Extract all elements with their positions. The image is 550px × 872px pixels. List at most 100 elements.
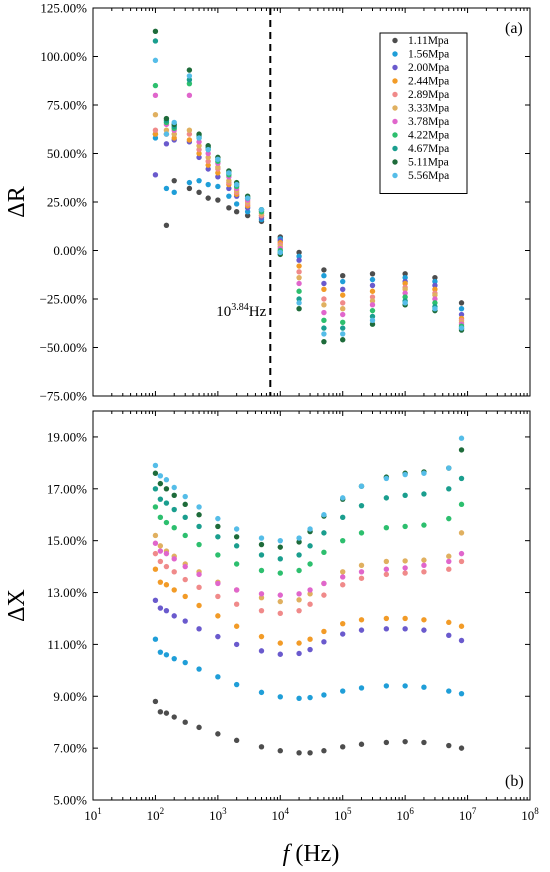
data-point <box>196 626 202 632</box>
legend-label: 5.11Mpa <box>408 157 449 169</box>
x-tick-base: 10 <box>396 808 409 823</box>
data-point <box>432 282 438 289</box>
data-point <box>152 135 159 141</box>
y-tick-label: 13.00% <box>47 585 87 600</box>
x-tick-exponent: 7 <box>472 806 477 816</box>
data-point <box>321 317 327 324</box>
data-point <box>186 92 193 99</box>
data-point <box>321 692 327 698</box>
data-point <box>432 306 438 312</box>
data-point <box>446 632 452 639</box>
legend-box <box>379 32 468 194</box>
data-point <box>196 143 202 149</box>
data-point <box>196 602 202 609</box>
data-point <box>215 523 221 530</box>
data-point <box>152 131 159 137</box>
data-point <box>182 719 188 725</box>
data-point <box>226 177 232 184</box>
data-point <box>152 566 159 572</box>
data-point <box>196 541 202 548</box>
data-point <box>446 688 452 694</box>
data-point <box>340 331 346 337</box>
data-point <box>458 306 465 312</box>
data-point <box>307 591 313 597</box>
data-point <box>458 501 465 508</box>
data-point <box>186 127 193 133</box>
data-point <box>321 309 327 316</box>
data-point <box>321 580 327 587</box>
x-tick-label: 108 <box>521 806 539 823</box>
data-point <box>402 523 408 530</box>
data-point <box>321 748 327 754</box>
data-point <box>258 552 265 558</box>
data-point <box>321 325 327 331</box>
data-point <box>258 648 265 654</box>
panel-b-y-axis-label: ΔX <box>4 589 30 622</box>
data-point <box>358 562 365 569</box>
data-point <box>383 525 390 531</box>
data-point <box>369 288 376 294</box>
data-point <box>321 273 327 279</box>
x-tick-exponent: 2 <box>160 806 165 816</box>
data-point <box>157 543 164 549</box>
data-point <box>196 523 202 530</box>
data-point <box>233 534 240 540</box>
data-point <box>402 738 408 745</box>
data-point <box>432 296 438 302</box>
data-point <box>402 271 408 277</box>
data-point <box>402 570 408 576</box>
x-tick-label: 106 <box>396 806 414 823</box>
data-point <box>157 496 164 502</box>
data-point <box>340 514 346 521</box>
data-point <box>321 628 327 635</box>
data-point <box>446 742 452 749</box>
series-3.78Mpa <box>152 540 465 598</box>
data-point <box>152 470 159 476</box>
series-1.11Mpa <box>152 698 465 756</box>
panel-b-chart: ΔX (b) 5.00% 7.00% 9.00% 11.00% 13.00% 15.00%… <box>4 410 539 867</box>
data-point <box>233 561 240 567</box>
data-point <box>277 592 283 598</box>
data-point <box>171 714 177 720</box>
data-point <box>402 558 408 564</box>
data-point <box>152 28 159 34</box>
data-point <box>383 615 390 622</box>
legend-marker <box>392 118 398 125</box>
data-point <box>358 483 365 489</box>
data-point <box>215 552 221 558</box>
data-point <box>233 181 240 188</box>
data-point <box>277 694 283 700</box>
data-point <box>402 274 408 281</box>
data-point <box>458 300 465 306</box>
data-point <box>321 302 327 308</box>
data-point <box>258 567 265 574</box>
data-point <box>233 641 240 648</box>
data-point <box>163 519 170 526</box>
data-point <box>277 640 283 646</box>
data-point <box>171 587 177 593</box>
data-point <box>458 745 465 751</box>
data-point <box>446 515 452 522</box>
data-point <box>402 492 408 498</box>
data-point <box>186 73 193 79</box>
data-point <box>215 183 221 190</box>
data-point <box>296 296 302 302</box>
data-point <box>163 222 170 228</box>
data-point <box>152 112 159 118</box>
data-point <box>421 569 427 575</box>
legend-label: 1.11Mpa <box>408 35 449 47</box>
legend-marker <box>392 37 398 44</box>
data-point <box>157 605 164 611</box>
x-tick-exponent: 8 <box>534 806 539 816</box>
data-point <box>171 135 177 141</box>
data-point <box>233 587 240 593</box>
data-point <box>383 571 390 578</box>
legend-label: 3.33Mpa <box>408 103 449 115</box>
data-point <box>186 67 193 73</box>
data-point <box>163 500 170 506</box>
data-point <box>340 337 346 343</box>
y-tick-label: 9.00% <box>53 689 87 704</box>
data-point <box>358 530 365 536</box>
legend-label: 1.56Mpa <box>408 49 449 61</box>
x-tick-exponent: 4 <box>285 806 290 816</box>
